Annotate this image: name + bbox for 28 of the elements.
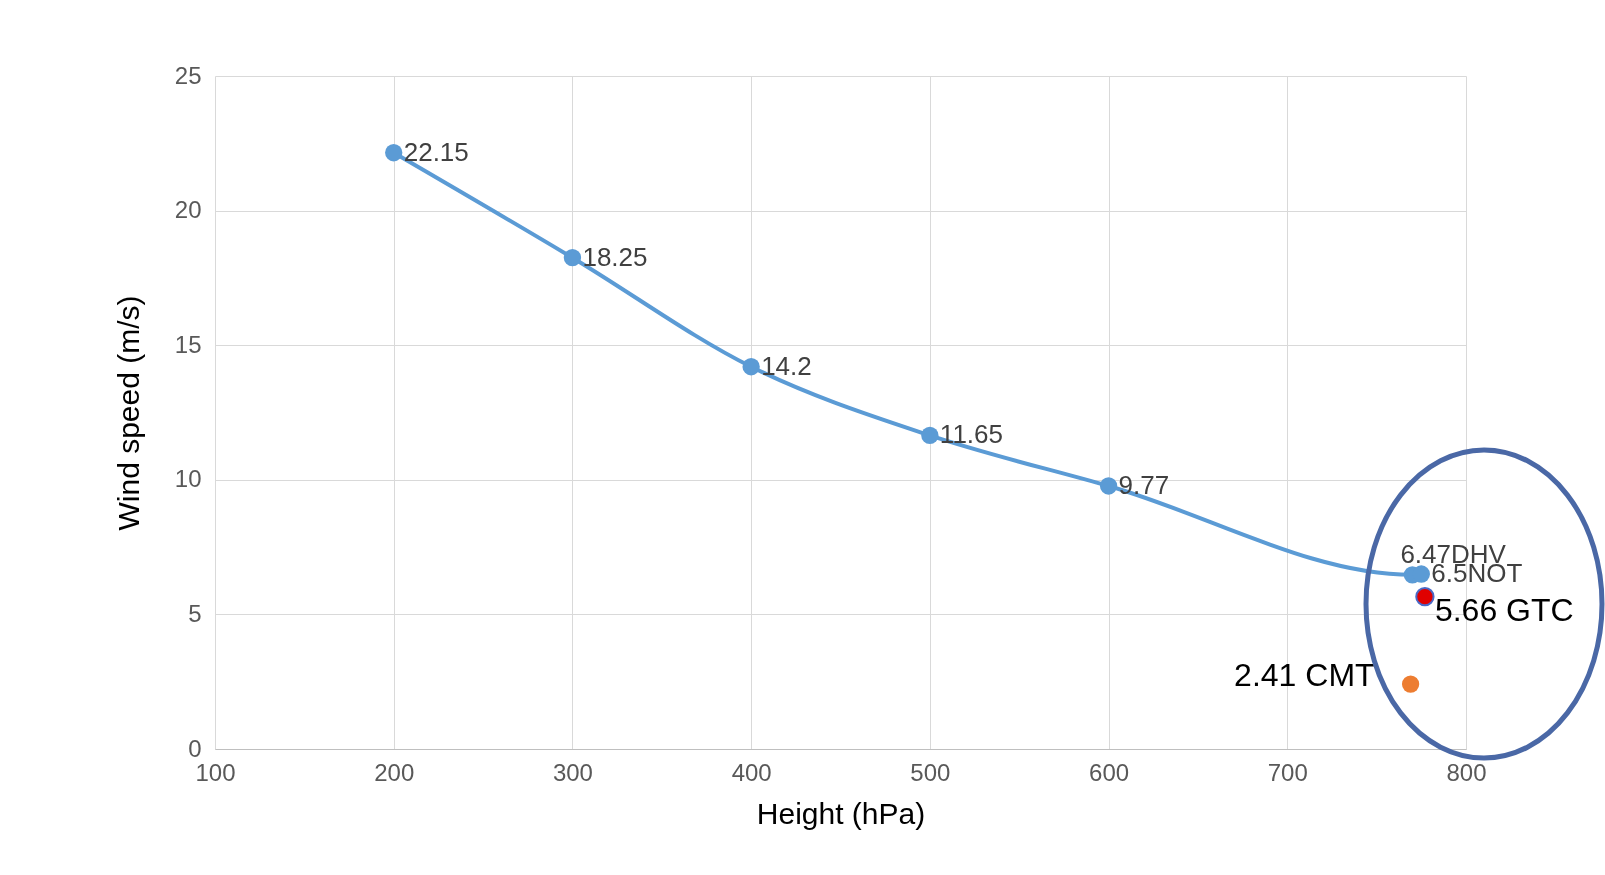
x-tick-label: 300 [552,758,593,786]
data-label: 5.66 GTC [1434,591,1574,628]
x-tick-label: 400 [731,758,772,786]
x-tick-label: 500 [910,758,951,786]
data-label: 11.65 [939,419,1003,450]
y-tick-label: 25 [174,61,202,89]
x-tick-label: 600 [1089,758,1130,786]
x-tick-label: 200 [374,758,415,786]
point [1099,477,1118,495]
point [1415,586,1435,607]
data-label: 14.2 [761,350,812,381]
point [742,358,760,376]
point [563,249,582,267]
point [385,144,403,162]
x-tick-label: 800 [1446,758,1487,786]
data-label: 22.15 [403,136,469,167]
y-tick-label: 15 [174,330,202,358]
data-label: 9.77 [1118,469,1170,500]
x-tick-label: 700 [1267,758,1308,786]
y-tick-label: 10 [174,465,202,493]
x-axis-title: Height (hPa) [756,796,926,830]
y-tick-label: 20 [174,196,202,224]
point [921,426,939,445]
data-label: 2.41 CMT [1234,657,1375,694]
y-axis-title: Wind speed (m/s) [111,295,145,531]
y-tick-label: 5 [188,599,202,627]
point [1401,675,1420,693]
data-label: 18.25 [582,241,648,272]
